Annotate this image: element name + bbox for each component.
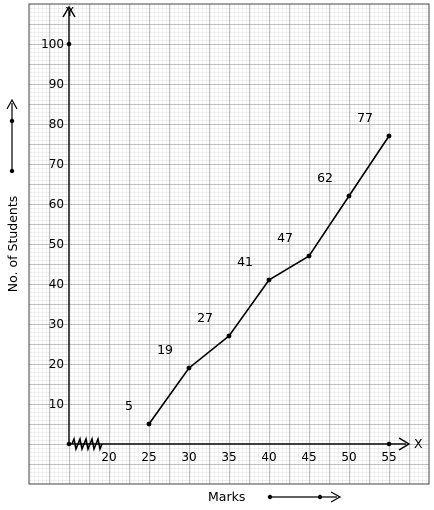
x-axis-arrow	[398, 437, 411, 451]
data-label: 41	[237, 254, 253, 269]
y-axis-top-dot	[66, 41, 72, 47]
y-tick-label: 70	[49, 157, 64, 171]
x-scale-indicator	[267, 491, 342, 503]
y-tick-label: 10	[49, 397, 64, 411]
x-axis-break	[71, 436, 103, 452]
y-tick-label: 40	[49, 277, 64, 291]
y-tick-label: 20	[49, 357, 64, 371]
y-scale-dot-bottom	[9, 168, 15, 174]
x-axis-letter: X	[414, 436, 423, 451]
x-tick-label: 20	[101, 450, 116, 464]
data-point	[146, 421, 152, 427]
data-label: 5	[125, 398, 133, 413]
y-tick-label: 50	[49, 237, 64, 251]
data-point	[346, 193, 352, 199]
data-point	[386, 133, 392, 139]
y-scale-indicator	[6, 98, 18, 174]
data-label: 19	[157, 342, 173, 357]
x-axis-end-dot	[386, 441, 392, 447]
y-axis-title: No. of Students	[5, 196, 20, 292]
y-tick-label: 60	[49, 197, 64, 211]
data-point	[266, 277, 272, 283]
data-point	[306, 253, 312, 259]
y-scale-dot-top	[9, 118, 15, 124]
x-tick-label: 40	[261, 450, 276, 464]
y-tick-label: 100	[41, 37, 64, 51]
data-point	[226, 333, 232, 339]
x-tick-label: 35	[221, 450, 236, 464]
x-tick-label: 55	[381, 450, 396, 464]
data-label: 47	[277, 230, 293, 245]
x-tick-label: 50	[341, 450, 356, 464]
x-tick-label: 30	[181, 450, 196, 464]
data-label: 77	[357, 110, 373, 125]
axes	[62, 5, 411, 452]
x-scale-dot-end	[317, 494, 323, 500]
y-tick-label: 30	[49, 317, 64, 331]
x-tick-label: 45	[301, 450, 316, 464]
series: 5 19 27 41 47 62 77	[125, 110, 392, 427]
data-label: 62	[317, 170, 333, 185]
data-label: 27	[197, 310, 213, 325]
x-scale-dot-start	[267, 494, 273, 500]
origin-dot	[66, 441, 72, 447]
data-point	[186, 365, 192, 371]
tick-labels: 20 25 30 35 40 45 50 55 10 20 30 40 50 60 70 80 90 100	[41, 37, 397, 464]
y-axis-arrow	[62, 5, 76, 18]
x-tick-label: 25	[141, 450, 156, 464]
y-tick-label: 90	[49, 77, 64, 91]
grid-paper	[28, 3, 430, 485]
y-tick-label: 80	[49, 117, 64, 131]
x-axis-title: Marks	[208, 489, 245, 504]
y-axis-letter: Y	[65, 4, 74, 19]
